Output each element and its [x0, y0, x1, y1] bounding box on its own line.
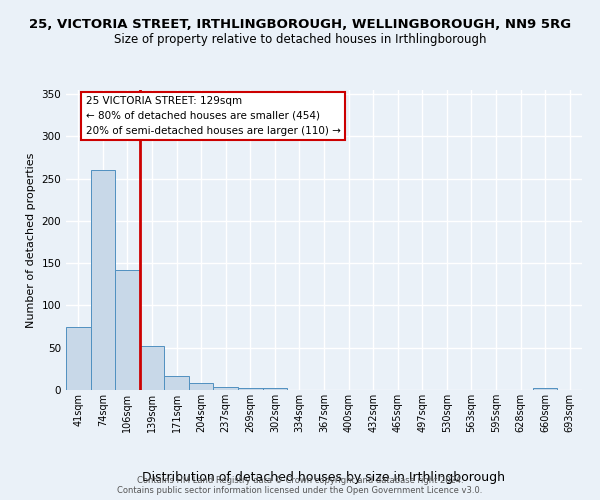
Bar — [238, 388, 263, 390]
Text: Contains public sector information licensed under the Open Government Licence v3: Contains public sector information licen… — [118, 486, 482, 495]
Text: 25, VICTORIA STREET, IRTHLINGBOROUGH, WELLINGBOROUGH, NN9 5RG: 25, VICTORIA STREET, IRTHLINGBOROUGH, WE… — [29, 18, 571, 30]
Bar — [164, 376, 189, 390]
Y-axis label: Number of detached properties: Number of detached properties — [26, 152, 36, 328]
X-axis label: Distribution of detached houses by size in Irthlingborough: Distribution of detached houses by size … — [143, 471, 505, 484]
Bar — [115, 270, 140, 390]
Text: 25 VICTORIA STREET: 129sqm
← 80% of detached houses are smaller (454)
20% of sem: 25 VICTORIA STREET: 129sqm ← 80% of deta… — [86, 96, 341, 136]
Bar — [533, 388, 557, 390]
Bar — [189, 383, 214, 390]
Text: Contains HM Land Registry data © Crown copyright and database right 2024.: Contains HM Land Registry data © Crown c… — [137, 476, 463, 485]
Bar — [214, 386, 238, 390]
Text: Size of property relative to detached houses in Irthlingborough: Size of property relative to detached ho… — [114, 32, 486, 46]
Bar — [263, 388, 287, 390]
Bar — [91, 170, 115, 390]
Bar — [140, 346, 164, 390]
Bar — [66, 326, 91, 390]
